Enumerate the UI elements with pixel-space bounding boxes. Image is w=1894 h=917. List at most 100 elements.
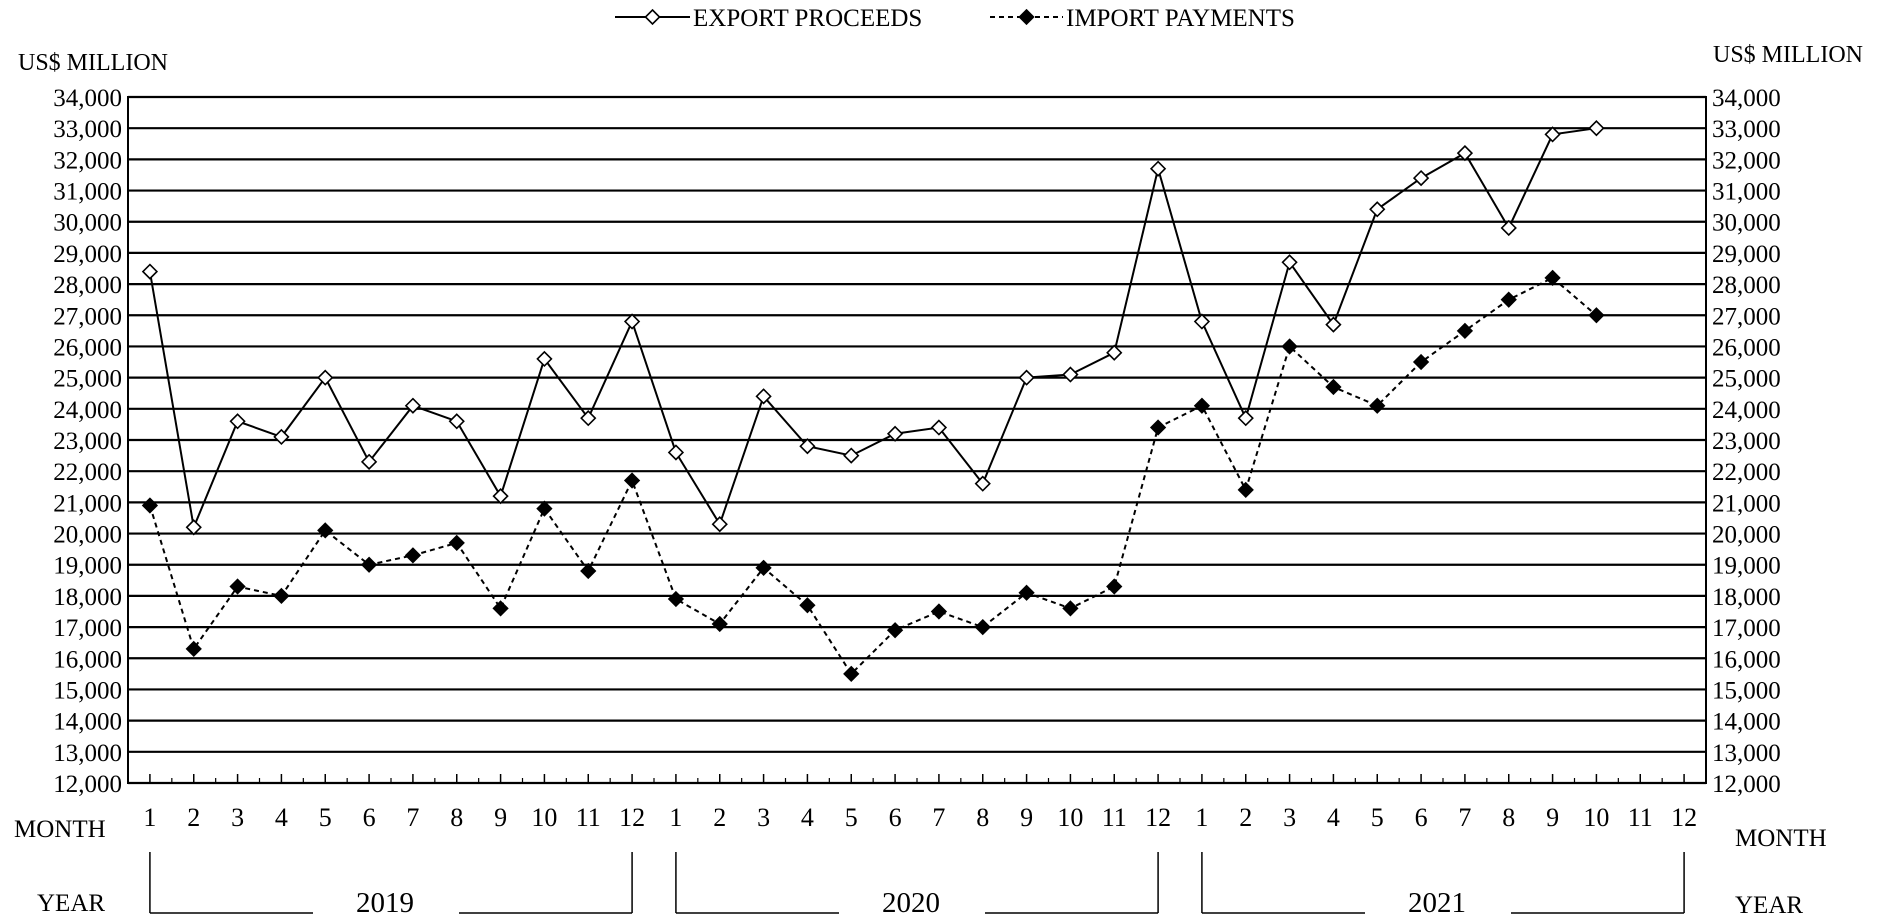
x-ticks: 1 2 3 4 5 6 7 8 9 10 11 12 1 2 3 4 5 6 7 8 9 10 11 12 1 2 3 4 5 6 7 8 9 1…	[143, 774, 1697, 832]
y-tick-label: 16,000	[1712, 646, 1781, 673]
data-point	[1281, 338, 1298, 355]
x-tick-label: 6	[889, 803, 902, 832]
x-tick-label: 9	[1020, 803, 1033, 832]
legend: EXPORT PROCEEDS IMPORT PAYMENTS	[615, 5, 1295, 32]
series-import-payments	[141, 269, 1605, 682]
data-point	[492, 600, 509, 617]
y-tick-label: 23,000	[53, 428, 122, 455]
x-tick-label: 1	[1195, 803, 1208, 832]
x-tick-label: 2	[187, 803, 200, 832]
data-point	[1369, 397, 1386, 414]
x-tick-label: 6	[363, 803, 376, 832]
x-tick-label: 7	[406, 803, 419, 832]
y-tick-label: 30,000	[53, 210, 122, 237]
legend-marker	[644, 8, 661, 26]
data-point	[1456, 322, 1474, 339]
y-tick-label: 21,000	[53, 490, 122, 517]
y-tick-label: 29,000	[53, 241, 122, 268]
y-tick-label: 33,000	[53, 116, 122, 143]
x-tick-label: 10	[1057, 803, 1083, 832]
data-point	[667, 444, 685, 461]
year-label: 2021	[1408, 887, 1466, 917]
x-tick-label: 8	[450, 803, 463, 832]
y-tick-label: 25,000	[53, 366, 122, 393]
y-tick-label: 18,000	[53, 584, 122, 611]
data-point	[1149, 160, 1167, 177]
data-point	[886, 425, 904, 442]
y-tick-label: 15,000	[1712, 677, 1781, 704]
year-label: 2019	[356, 887, 414, 917]
data-point	[1456, 144, 1474, 162]
data-point	[448, 534, 465, 552]
data-point	[404, 397, 422, 414]
y-tick-label: 17,000	[1712, 615, 1781, 642]
data-point	[1588, 120, 1605, 137]
data-point	[1062, 600, 1079, 617]
x-tick-label: 9	[494, 803, 507, 832]
x-tick-label: 4	[801, 803, 814, 832]
y-tick-label: 12,000	[1712, 771, 1781, 798]
y-tick-label: 34,000	[53, 85, 122, 112]
x-tick-label: 2	[713, 803, 726, 832]
x-tick-label: 12	[1671, 803, 1697, 832]
x-axis-label-left: MONTH	[14, 816, 106, 843]
y-tick-label: 14,000	[53, 709, 122, 736]
y-ticks-right: 12,000 13,000 14,000 15,000 16,000 17,000 18,0…	[1712, 85, 1781, 798]
series-line	[148, 127, 1597, 531]
x-tick-label: 10	[1583, 803, 1609, 832]
y-tick-label: 29,000	[1712, 241, 1781, 268]
data-point	[1237, 410, 1254, 427]
y-tick-label: 19,000	[1712, 553, 1781, 580]
y-tick-label: 31,000	[1712, 179, 1781, 206]
y-tick-label: 32,000	[53, 147, 122, 174]
data-point	[580, 410, 597, 427]
y-tick-label: 13,000	[1712, 740, 1781, 767]
x-tick-label: 12	[619, 803, 645, 832]
data-point	[229, 578, 246, 595]
data-point	[1149, 419, 1167, 436]
data-point	[317, 522, 334, 539]
data-point	[930, 419, 948, 436]
y-tick-label: 24,000	[53, 397, 122, 424]
data-point	[404, 547, 422, 564]
x-tick-label: 5	[845, 803, 858, 832]
y-tick-label: 31,000	[53, 179, 122, 206]
data-point	[580, 562, 597, 580]
data-point	[141, 497, 159, 514]
y-tick-label: 14,000	[1712, 709, 1781, 736]
data-point	[273, 428, 290, 446]
data-point	[1588, 307, 1605, 324]
data-point	[1544, 269, 1561, 286]
y-tick-label: 24,000	[1712, 397, 1781, 424]
data-point	[185, 519, 202, 536]
x-tick-label: 4	[1327, 803, 1340, 832]
y-tick-label: 34,000	[1712, 85, 1781, 112]
x-tick-label: 8	[1502, 803, 1515, 832]
y-tick-label: 30,000	[1712, 210, 1781, 237]
x-tick-label: 1	[669, 803, 682, 832]
x-tick-label: 11	[576, 803, 601, 832]
x-tick-label: 6	[1415, 803, 1428, 832]
legend-marker	[1018, 8, 1035, 26]
y-tick-label: 28,000	[1712, 272, 1781, 299]
data-point	[1106, 344, 1123, 361]
data-point	[799, 597, 816, 614]
data-point	[843, 665, 860, 682]
y-tick-label: 20,000	[53, 522, 122, 549]
x-axis-label-right: MONTH	[1735, 825, 1827, 852]
data-point	[1193, 313, 1211, 330]
data-point	[1106, 578, 1123, 595]
data-point	[1412, 353, 1430, 371]
data-point	[843, 447, 860, 464]
data-point	[1193, 397, 1211, 414]
y-tick-label: 16,000	[53, 646, 122, 673]
data-point	[930, 603, 948, 620]
y-tick-label: 27,000	[53, 303, 122, 330]
series-layer	[141, 120, 1605, 682]
y-tick-label: 12,000	[53, 771, 122, 798]
x-tick-label: 12	[1145, 803, 1171, 832]
year-brackets: 2019 2020 2021	[149, 852, 1685, 917]
x-tick-label: 3	[231, 803, 244, 832]
data-point	[1412, 169, 1430, 187]
